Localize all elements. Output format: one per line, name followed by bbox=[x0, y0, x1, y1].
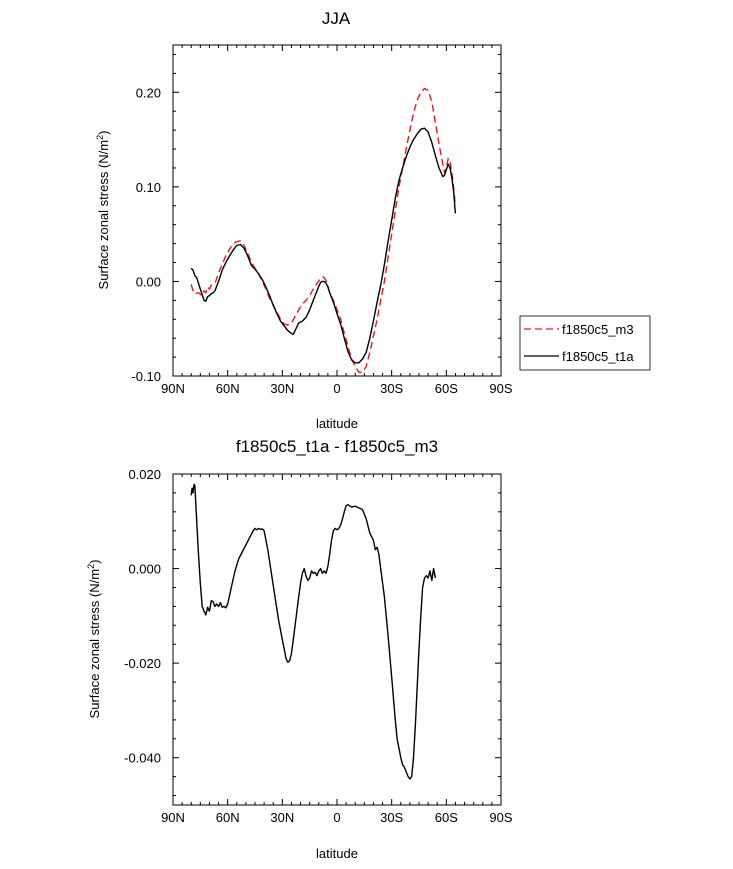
bottom-series-lines bbox=[190, 483, 437, 780]
x-tick-label: 90N bbox=[161, 810, 185, 825]
y-tick-label: -0.10 bbox=[131, 369, 161, 384]
x-tick-label: 90S bbox=[489, 381, 512, 396]
series-line-difference bbox=[190, 483, 437, 780]
bottom-y-ticks: -0.040 -0.020 0.000 0.020 bbox=[124, 467, 501, 797]
y-tick-label: 0.20 bbox=[136, 85, 161, 100]
x-tick-label: 60N bbox=[216, 381, 240, 396]
bottom-plot-frame bbox=[172, 473, 502, 806]
bottom-y-axis-label-superscript: 2 bbox=[86, 564, 96, 569]
top-plot-frame bbox=[172, 44, 502, 377]
x-tick-label: 90N bbox=[161, 381, 185, 396]
top-series-lines bbox=[190, 87, 457, 373]
x-tick-label: 60N bbox=[216, 810, 240, 825]
x-tick-label: 0 bbox=[333, 381, 340, 396]
bottom-y-axis-label: Surface zonal stress (N/m2) bbox=[86, 560, 102, 719]
y-tick-label: 0.000 bbox=[128, 562, 161, 577]
x-tick-label: 0 bbox=[333, 810, 340, 825]
top-x-ticks: 90N 60N 30N 0 30S 60S 90S bbox=[161, 45, 513, 396]
legend-label-m3: f1850c5_m3 bbox=[562, 322, 634, 337]
y-tick-label: -0.020 bbox=[124, 656, 161, 671]
bottom-y-axis-label-close: ) bbox=[87, 560, 102, 564]
x-tick-label: 90S bbox=[489, 810, 512, 825]
x-tick-label: 60S bbox=[435, 810, 458, 825]
top-y-axis-label-superscript: 2 bbox=[95, 135, 105, 140]
x-tick-label: 60S bbox=[435, 381, 458, 396]
series-line-f1850c5_m3 bbox=[190, 87, 457, 373]
x-tick-label: 30N bbox=[270, 810, 294, 825]
y-tick-label: -0.040 bbox=[124, 751, 161, 766]
top-y-axis-label-close: ) bbox=[96, 131, 111, 135]
y-tick-label: 0.00 bbox=[136, 274, 161, 289]
bottom-panel: f1850c5_t1a - f1850c5_m3 90N 60N 30N 0 30S 60… bbox=[86, 437, 513, 861]
x-tick-label: 30S bbox=[380, 381, 403, 396]
x-tick-label: 30S bbox=[380, 810, 403, 825]
bottom-x-axis-label: latitude bbox=[316, 846, 358, 861]
top-y-ticks: -0.10 0.00 0.10 0.20 bbox=[131, 53, 501, 384]
top-y-axis-label: Surface zonal stress (N/m2) bbox=[95, 131, 111, 290]
top-y-axis-label-main: Surface zonal stress (N/m bbox=[96, 140, 111, 290]
legend-label-t1a: f1850c5_t1a bbox=[562, 349, 634, 364]
legend: f1850c5_m3 f1850c5_t1a bbox=[519, 315, 651, 371]
y-tick-label: 0.10 bbox=[136, 180, 161, 195]
bottom-y-axis-label-main: Surface zonal stress (N/m bbox=[87, 569, 102, 719]
legend-box bbox=[519, 315, 651, 371]
x-tick-label: 30N bbox=[270, 381, 294, 396]
bottom-x-ticks: 90N 60N 30N 0 30S 60S 90S bbox=[161, 474, 513, 825]
top-chart-title: JJA bbox=[322, 9, 351, 28]
top-x-axis-label: latitude bbox=[316, 416, 358, 431]
top-panel: JJA 90N 60N 30N 0 30S 60S 90S -0.10 0.00 0.10 0.2… bbox=[95, 9, 651, 431]
series-line-f1850c5_t1a bbox=[190, 127, 457, 364]
bottom-chart-title: f1850c5_t1a - f1850c5_m3 bbox=[236, 437, 438, 456]
y-tick-label: 0.020 bbox=[128, 467, 161, 482]
